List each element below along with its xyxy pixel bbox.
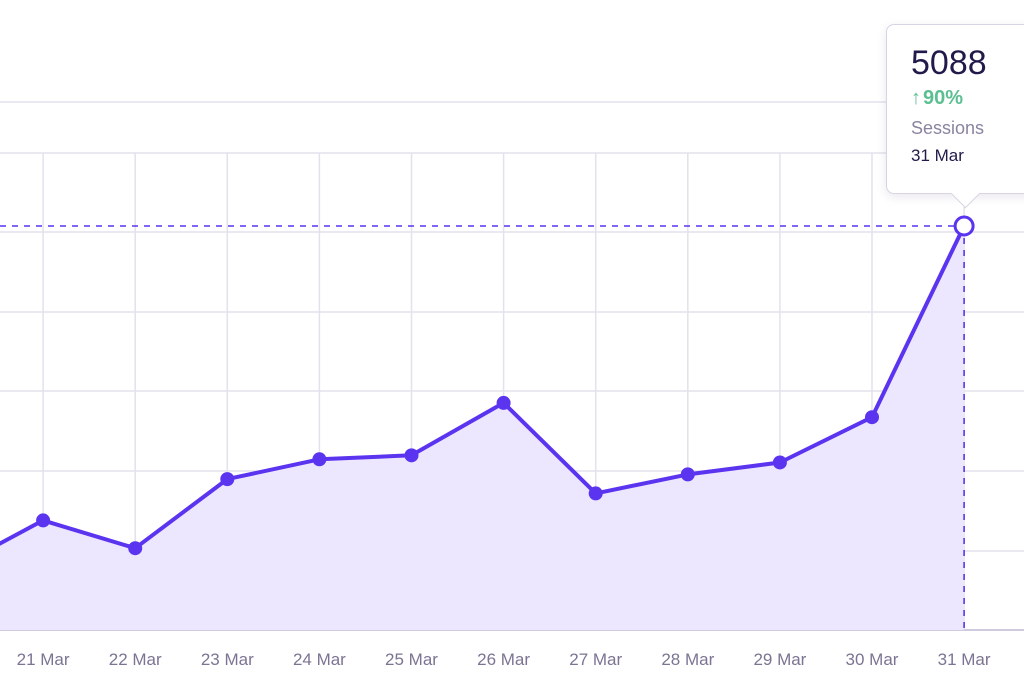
x-tick-label: 25 Mar <box>385 650 438 669</box>
x-tick-label: 29 Mar <box>753 650 806 669</box>
x-axis-ticks: 21 Mar 22 Mar 23 Mar 24 Mar 25 Mar 26 Mar 27 M… <box>17 650 991 669</box>
x-tick-label: 27 Mar <box>569 650 622 669</box>
data-point-highlighted[interactable] <box>953 215 975 237</box>
x-tick-label: 22 Mar <box>109 650 162 669</box>
data-points[interactable] <box>0 215 975 577</box>
series-area <box>0 226 965 630</box>
tooltip-value: 5088 <box>911 44 987 82</box>
data-point[interactable] <box>220 472 235 487</box>
x-tick-label: 24 Mar <box>293 650 346 669</box>
tooltip: 5088 ↑ 90% Sessions 31 Mar <box>886 24 1024 209</box>
data-point[interactable] <box>404 448 419 463</box>
x-tick-label: 28 Mar <box>661 650 714 669</box>
tooltip-date: 31 Mar <box>911 146 964 165</box>
data-point[interactable] <box>865 410 879 425</box>
series-line <box>0 225 966 551</box>
x-tick-label: 26 Mar <box>477 650 530 669</box>
data-point[interactable] <box>680 467 695 482</box>
data-point[interactable] <box>128 541 143 556</box>
data-point[interactable] <box>496 395 511 410</box>
data-point[interactable] <box>588 486 603 501</box>
x-tick-label: 30 Mar <box>846 650 899 669</box>
data-point[interactable] <box>312 452 327 467</box>
x-tick-label: 21 Mar <box>17 650 70 669</box>
x-tick-label: 23 Mar <box>201 650 254 669</box>
arrow-up-icon: ↑ <box>911 87 921 109</box>
data-point[interactable] <box>36 513 51 528</box>
tooltip-metric: Sessions <box>911 118 985 138</box>
hover-guides <box>0 225 965 630</box>
tooltip-change-value: 90% <box>923 87 964 109</box>
data-point[interactable] <box>772 455 787 470</box>
x-tick-label: 31 Mar <box>938 650 991 669</box>
tooltip-change: ↑ 90% <box>911 85 1024 111</box>
